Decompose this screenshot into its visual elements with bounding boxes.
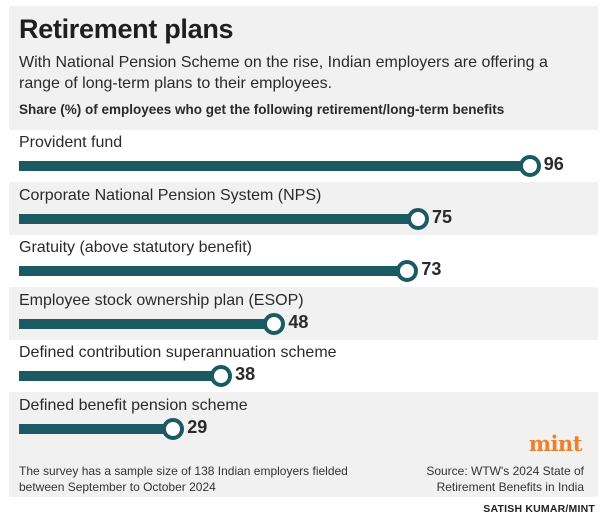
chart-subtitle: With National Pension Scheme on the rise… xyxy=(19,54,548,92)
category-label: Defined contribution superannuation sche… xyxy=(19,344,337,361)
row-band xyxy=(9,130,598,182)
bar xyxy=(19,423,174,434)
bar xyxy=(19,318,275,329)
bar-end-marker xyxy=(263,312,286,335)
chart-heading: Share (%) of employees who get the follo… xyxy=(19,102,505,117)
value-label: 73 xyxy=(421,259,442,279)
chart-card: Retirement plans With National Pension S… xyxy=(9,6,598,497)
bar-end-marker xyxy=(396,260,419,282)
bar-end-marker xyxy=(407,207,429,230)
mint-logo: mint xyxy=(528,431,583,456)
bar-end-marker xyxy=(162,417,185,440)
survey-note: The survey has a sample size of 138 Indi… xyxy=(19,464,348,494)
category-label: Gratuity (above statutory benefit) xyxy=(19,239,252,256)
value-label: 48 xyxy=(288,311,309,332)
chart-title: Retirement plans xyxy=(19,14,234,44)
bar-end-marker xyxy=(518,155,541,177)
value-label: 96 xyxy=(543,154,564,174)
category-label: Corporate National Pension System (NPS) xyxy=(19,186,322,204)
category-label: Provident fund xyxy=(19,134,123,151)
row-band xyxy=(9,340,598,392)
row-band xyxy=(9,235,598,287)
bar xyxy=(19,213,418,224)
bar xyxy=(19,161,530,171)
author-credit: SATISH KUMAR/MINT xyxy=(483,503,595,515)
bar xyxy=(19,266,408,276)
bar-end-marker xyxy=(210,365,233,387)
value-label: 75 xyxy=(432,206,453,227)
bar xyxy=(19,371,222,381)
source-note: Source: WTW's 2024 State of Retirement B… xyxy=(426,464,584,494)
value-label: 29 xyxy=(187,416,208,437)
category-label: Employee stock ownership plan (ESOP) xyxy=(19,291,304,309)
category-label: Defined benefit pension scheme xyxy=(19,396,248,414)
value-label: 38 xyxy=(235,364,256,384)
